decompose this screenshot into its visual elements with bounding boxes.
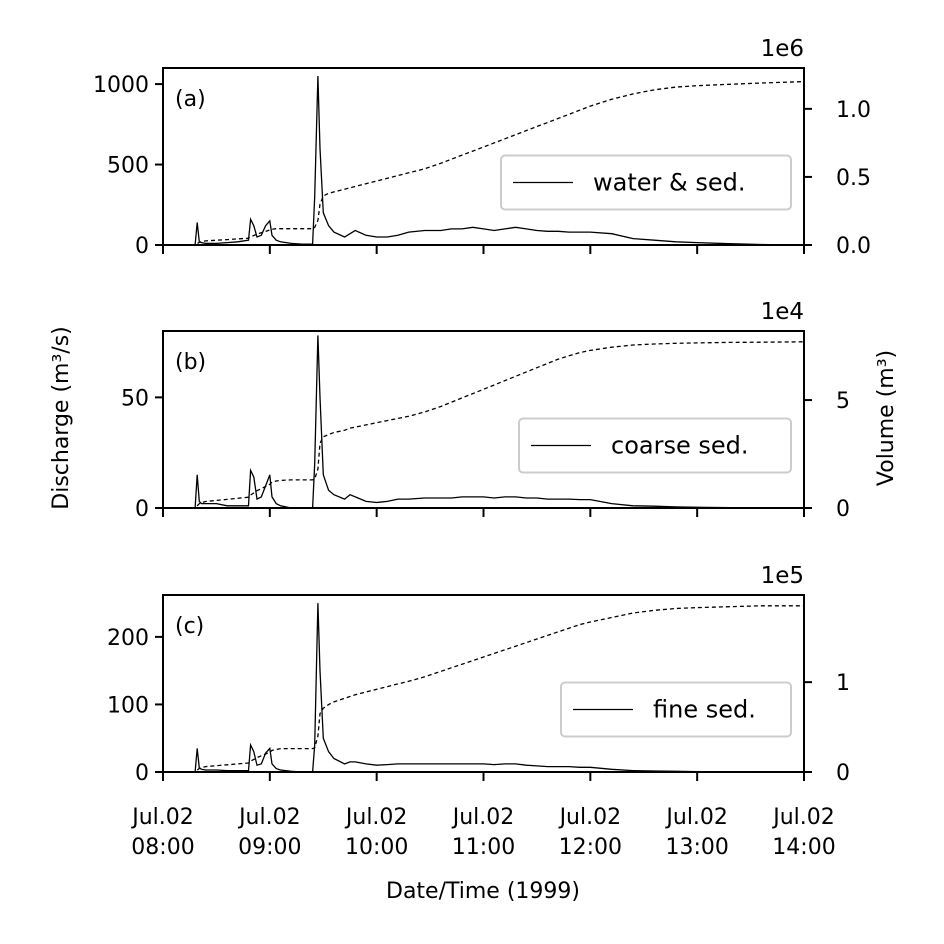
panel-label: (c) (175, 614, 204, 639)
x-tick-label: 12:00 (559, 835, 622, 860)
x-tick-label: Jul.02 (664, 805, 728, 830)
legend: water & sed. (500, 154, 792, 211)
legend-label: fine sed. (653, 696, 756, 724)
x-tick-label: Jul.02 (237, 805, 301, 830)
y2-tick-label: 1 (836, 671, 850, 696)
x-tick-label: 11:00 (452, 835, 515, 860)
y-axis-label-right: Volume (m³) (874, 350, 899, 486)
legend: fine sed. (560, 681, 792, 738)
legend-label: coarse sed. (611, 432, 748, 460)
y2-tick-label: 5 (836, 389, 850, 414)
y2-tick-label: 0.0 (836, 234, 871, 259)
legend-box (560, 681, 792, 738)
y2-tick-label: 0 (836, 497, 850, 522)
panel-b: 0 50 0 5 1e4 (b) coarse sed. (121, 299, 850, 522)
x-tick-label: Jul.02 (130, 805, 194, 830)
y-tick-label: 50 (121, 386, 149, 411)
y2-tick-label: 0.5 (836, 166, 871, 191)
x-tick-label: 13:00 (665, 835, 728, 860)
y-tick-label: 100 (107, 693, 149, 718)
legend-box (500, 154, 792, 211)
y-tick-label: 500 (107, 154, 149, 179)
x-axis-label: Date/Time (1999) (386, 879, 580, 904)
panel-a: 0 500 1000 0.0 0.5 1.0 1e6 (a) water & sed. (93, 36, 871, 259)
y2-tick-label: 1.0 (836, 98, 871, 123)
x-tick-label: Jul.02 (771, 805, 835, 830)
legend: coarse sed. (518, 417, 792, 474)
discharge-line (163, 335, 805, 509)
y2-tick-label: 0 (836, 761, 850, 786)
panel-c: 0 100 200 0 1 1e5 (c) fine sed. (107, 563, 850, 786)
panel-label: (a) (175, 87, 206, 112)
legend-box (518, 417, 792, 474)
x-tick-label: 14:00 (772, 835, 835, 860)
y-tick-label: 0 (135, 497, 149, 522)
legend-label: water & sed. (593, 169, 745, 197)
offset-label: 1e5 (761, 563, 804, 589)
y-tick-label: 200 (107, 626, 149, 651)
panel-label: (b) (175, 350, 206, 375)
offset-label: 1e6 (761, 36, 804, 62)
x-tick-label: Jul.02 (344, 805, 408, 830)
x-tick-label: 08:00 (131, 835, 194, 860)
x-tick-label: 10:00 (345, 835, 408, 860)
x-tick-label: Jul.02 (451, 805, 515, 830)
discharge-line (163, 75, 805, 246)
offset-label: 1e4 (761, 299, 804, 325)
x-tick-label: Jul.02 (558, 805, 622, 830)
y-tick-label: 1000 (93, 73, 149, 98)
y-tick-label: 0 (135, 761, 149, 786)
y-axis-label-left: Discharge (m³/s) (49, 326, 74, 509)
discharge-line (163, 603, 805, 773)
x-tick-label: 09:00 (238, 835, 301, 860)
y-tick-label: 0 (135, 234, 149, 259)
